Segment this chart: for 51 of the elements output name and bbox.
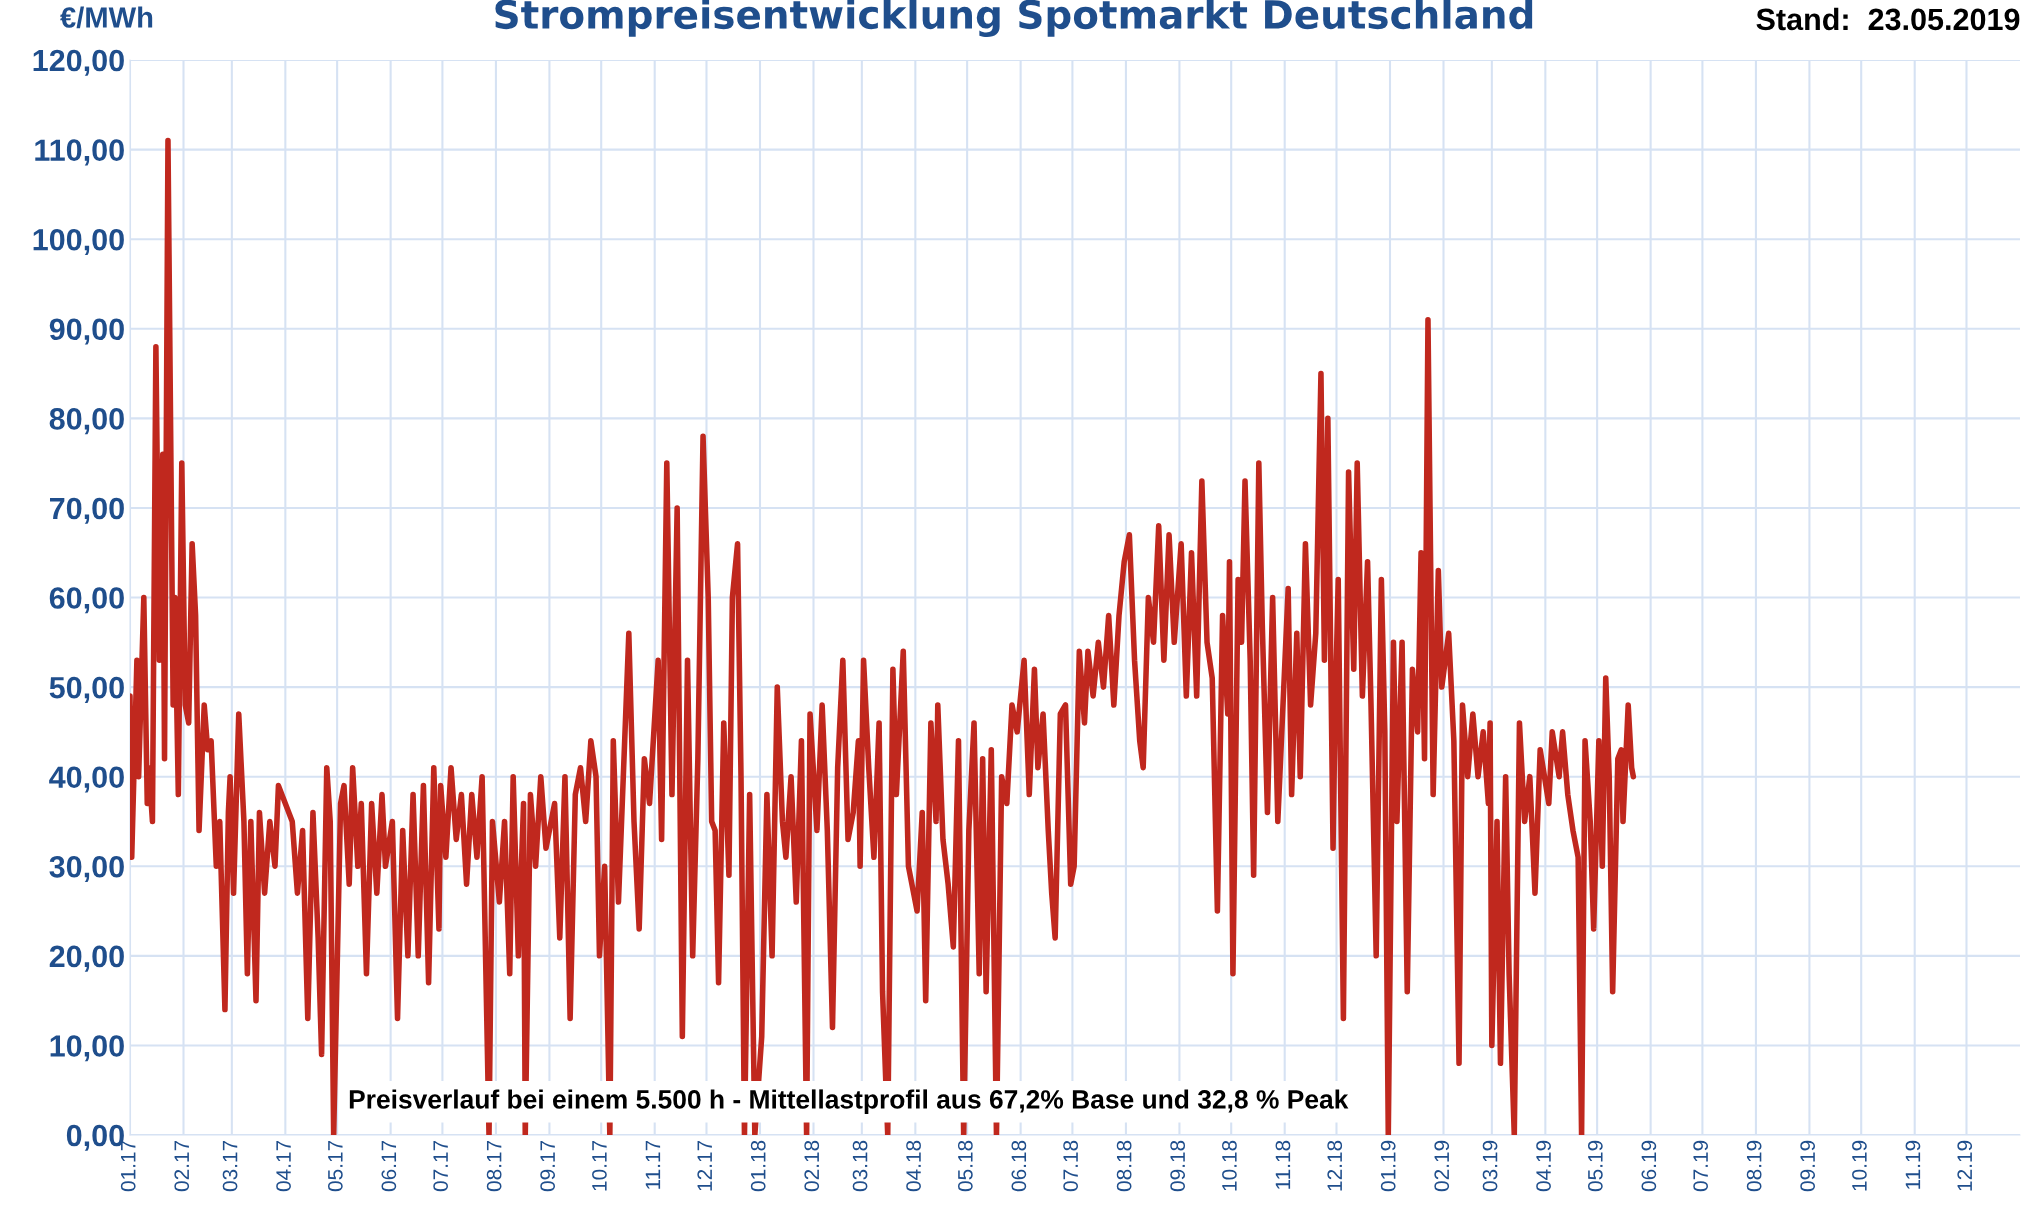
x-tick-label: 11.19 — [1905, 1140, 1921, 1189]
x-tick-label: 12.19 — [1957, 1140, 1973, 1191]
y-tick-label: 90,00 — [49, 318, 124, 345]
x-tick-label: 09.17 — [540, 1140, 556, 1192]
x-tick-label: 08.19 — [1746, 1140, 1762, 1192]
x-tick-label: 07.19 — [1693, 1140, 1708, 1192]
x-tick-label: 10.19 — [1852, 1140, 1867, 1191]
y-tick-label: 30,00 — [49, 855, 124, 883]
x-tick-label: 03.19 — [1482, 1140, 1498, 1192]
x-tick-label: 03.18 — [852, 1140, 868, 1192]
x-tick-label: 12.17 — [697, 1140, 712, 1191]
x-tick-label: 01.19 — [1380, 1140, 1396, 1192]
y-tick-label: 80,00 — [49, 408, 124, 435]
annotation: Preisverlauf bei einem 5.500 h - Mittellastprofil aus 67,2% Base und 32,8 % Peak — [349, 1089, 1349, 1114]
x-tick-label: 05.19 — [1587, 1140, 1603, 1192]
x-tick-label: 11.18 — [1275, 1140, 1291, 1189]
x-tick-label: 04.19 — [1536, 1140, 1551, 1192]
y-tick-label: 100,00 — [33, 228, 124, 255]
text: Stand: 23.05.2019 — [1756, 7, 2020, 31]
x-tick-label: 09.19 — [1800, 1140, 1816, 1192]
y-tick-label: 110,00 — [35, 139, 124, 166]
y-tick-label: 40,00 — [49, 766, 124, 793]
y-axis-title: €/MWh — [60, 6, 153, 29]
y-tick-label: 10,00 — [50, 1035, 124, 1062]
x-tick-label: 09.18 — [1170, 1140, 1186, 1192]
x-tick-label: 05.17 — [327, 1140, 343, 1192]
x-tick-label: 12.18 — [1327, 1140, 1343, 1191]
x-tick-label: 02.17 — [174, 1140, 190, 1192]
y-tick-label: 50,00 — [49, 676, 124, 703]
x-tick-label: 07.17 — [433, 1140, 448, 1192]
x-tick-label: 04.18 — [906, 1140, 921, 1192]
y-tick-label: 20,00 — [49, 945, 124, 972]
x-tick-label: 03.17 — [222, 1140, 238, 1192]
y-tick-label: 60,00 — [49, 587, 124, 614]
x-tick-label: 02.18 — [804, 1140, 820, 1192]
x-tick-label: 06.19 — [1641, 1140, 1657, 1192]
x-tick-label: 10.17 — [592, 1140, 607, 1191]
x-tick-label: 10.18 — [1222, 1140, 1237, 1191]
x-tick-label: 06.17 — [381, 1140, 397, 1192]
chart-title: Strompreisentwicklung Spotmarkt Deutschland — [495, 0, 1533, 37]
x-tick-label: 08.18 — [1116, 1140, 1132, 1192]
x-tick-label: 01.18 — [750, 1140, 766, 1192]
x-tick-label: 05.18 — [957, 1140, 973, 1192]
x-tick-label: 07.18 — [1063, 1140, 1078, 1192]
x-tick-label: 02.19 — [1434, 1140, 1450, 1192]
y-tick-label: 70,00 — [50, 497, 124, 524]
x-tick-label: 06.18 — [1011, 1140, 1027, 1192]
x-tick-label: 04.17 — [276, 1140, 291, 1192]
y-tick-label: 120,00 — [33, 49, 124, 76]
x-tick-label: 08.17 — [486, 1140, 502, 1192]
x-tick-label: 11.17 — [645, 1140, 661, 1189]
